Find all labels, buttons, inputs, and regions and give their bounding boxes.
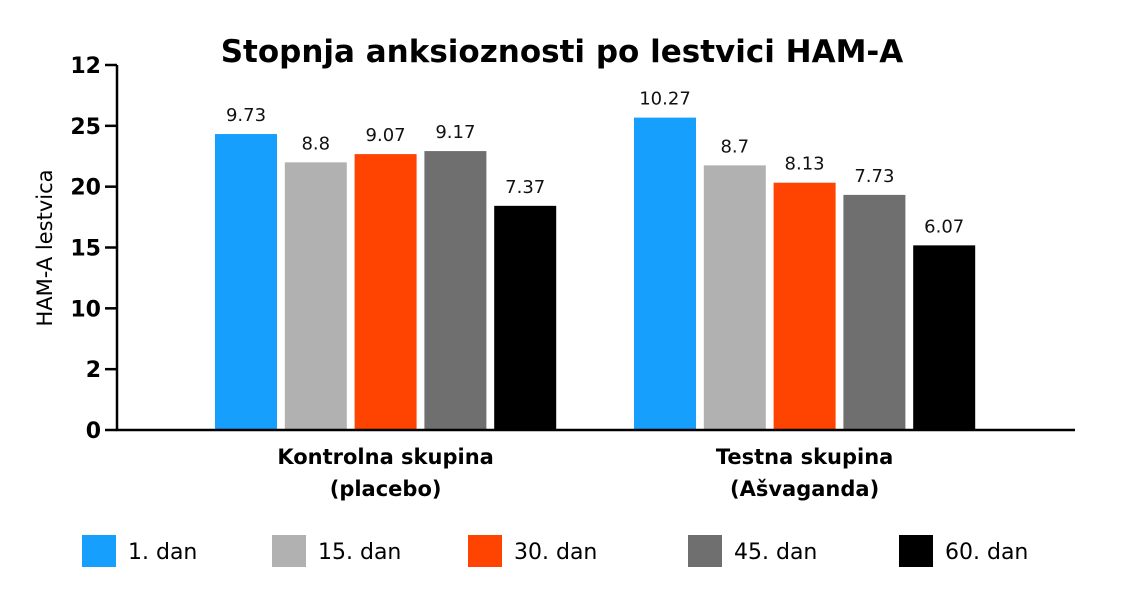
y-tick-label: 25 <box>70 115 101 140</box>
chart-title: Stopnja anksioznosti po lestvici HAM-A <box>221 34 904 70</box>
bar <box>634 117 696 430</box>
y-tick-label: 2 <box>86 358 101 383</box>
legend-swatch <box>272 535 306 567</box>
data-label: 7.73 <box>854 166 894 187</box>
y-tick-label: 12 <box>70 54 101 79</box>
y-tick-label: 0 <box>86 419 101 444</box>
bar <box>354 154 417 430</box>
x-category-label: Kontrolna skupina <box>277 445 494 469</box>
legend-label: 45. dan <box>734 540 817 565</box>
bar <box>913 245 976 430</box>
data-label: 7.37 <box>505 177 545 198</box>
data-label: 6.07 <box>924 216 964 237</box>
legend-label: 1. dan <box>128 540 197 565</box>
y-tick-label: 15 <box>70 237 101 262</box>
bar <box>494 205 557 430</box>
y-tick-label: 20 <box>70 176 101 201</box>
data-label: 9.17 <box>435 122 475 143</box>
x-category-label: (Ašvaganda) <box>730 477 879 501</box>
bar <box>424 151 487 430</box>
legend-label: 60. dan <box>945 540 1028 565</box>
legend: 1. dan 15. dan 30. dan 45. dan 60. dan <box>82 535 1028 567</box>
legend-swatch <box>899 535 933 567</box>
bar <box>215 134 277 430</box>
bars-layer: 9.73 8.8 9.07 9.17 7.37 10.27 8.7 8.13 7.73 6.07 <box>215 89 976 431</box>
data-label: 8.13 <box>785 154 825 175</box>
axes: 0 2 10 15 20 25 12 Kontrolna skupina (placebo) Te… <box>70 54 1075 501</box>
x-category-label: (placebo) <box>330 477 442 501</box>
legend-swatch <box>688 535 722 567</box>
y-tick-label: 10 <box>70 297 101 322</box>
legend-label: 15. dan <box>318 540 401 565</box>
legend-label: 30. dan <box>514 540 597 565</box>
data-label: 8.7 <box>720 136 749 157</box>
data-label: 8.8 <box>301 133 330 154</box>
bar <box>703 165 766 430</box>
x-category-label: Testna skupina <box>716 445 894 469</box>
data-label: 10.27 <box>639 89 691 110</box>
data-label: 9.73 <box>226 105 266 126</box>
bar <box>284 162 347 431</box>
y-axis-label: HAM-A lestvica <box>33 169 57 326</box>
bar <box>843 194 906 430</box>
legend-swatch <box>468 535 502 567</box>
legend-swatch <box>82 535 116 567</box>
bar <box>773 182 836 430</box>
data-label: 9.07 <box>366 125 406 146</box>
